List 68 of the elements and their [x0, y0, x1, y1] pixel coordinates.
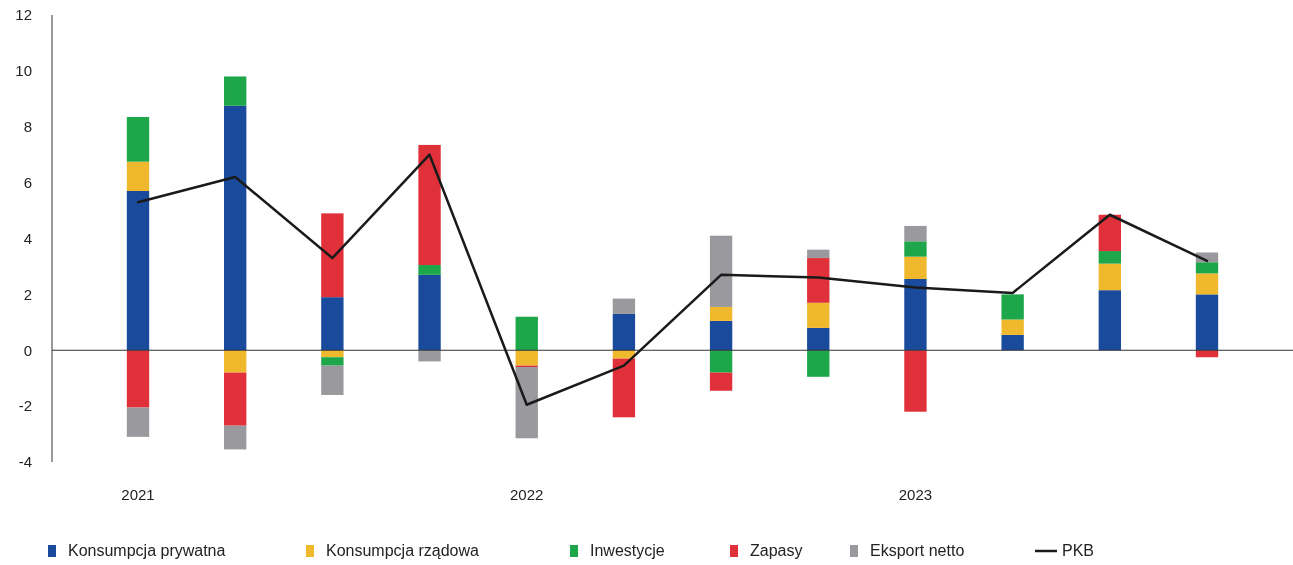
bar [224, 76, 247, 106]
bar [515, 350, 538, 366]
bar [1001, 319, 1024, 335]
legend-label: Inwestycje [590, 542, 665, 559]
y-tick-label: 6 [23, 173, 32, 191]
bar [1195, 294, 1219, 351]
bar [709, 372, 733, 391]
legend-label: Konsumpcja rządowa [326, 542, 480, 559]
bar [321, 213, 344, 298]
y-tick-label: -2 [18, 397, 32, 415]
bar [1001, 294, 1024, 320]
bar [709, 306, 733, 321]
y-tick-label: 4 [23, 229, 32, 247]
bar [1098, 263, 1121, 291]
bar [904, 225, 927, 242]
bar [1195, 262, 1219, 274]
y-tick-label: -4 [18, 453, 32, 471]
legend-label: PKB [1062, 542, 1095, 559]
bar [126, 191, 150, 351]
bar [1098, 251, 1121, 264]
y-tick-label: 8 [23, 118, 32, 135]
bar [807, 302, 830, 328]
bar [224, 105, 247, 351]
bar [126, 116, 150, 162]
bar [321, 297, 344, 351]
x-tick-label: 2021 [121, 486, 155, 503]
bar [515, 316, 538, 351]
bar [321, 357, 344, 366]
bar [709, 350, 733, 373]
legend-label: Konsumpcja prywatna [68, 542, 226, 559]
bar [418, 274, 441, 351]
y-tick-label: 0 [23, 341, 32, 359]
bar [904, 350, 927, 412]
x-tick-label: 2023 [898, 486, 933, 503]
bar [126, 161, 150, 192]
x-tick-label: 2022 [510, 486, 544, 503]
legend-label: Eksport netto [870, 542, 965, 559]
bar [612, 298, 636, 314]
bar [126, 407, 150, 437]
legend-label: Zapasy [750, 542, 803, 559]
bar [418, 265, 441, 275]
bar [904, 241, 927, 257]
bar [612, 358, 636, 418]
bar [1098, 214, 1121, 252]
bar [807, 350, 830, 377]
y-tick-label: 12 [15, 6, 32, 24]
bar [709, 320, 733, 351]
bar [321, 365, 344, 395]
bar [224, 372, 247, 426]
bar [418, 144, 441, 266]
y-tick-label: 2 [23, 285, 32, 303]
bar [224, 425, 247, 450]
bar [224, 350, 247, 373]
bar [807, 258, 830, 303]
bar [807, 327, 830, 351]
y-tick-label: 10 [15, 62, 32, 80]
bar [1098, 290, 1121, 351]
bar [612, 313, 636, 351]
bar [709, 235, 733, 307]
line-series [136, 153, 1209, 406]
bar [1001, 334, 1024, 351]
bar [904, 256, 927, 280]
bar [807, 249, 830, 259]
bar [515, 367, 538, 439]
bar [418, 350, 441, 362]
bar [904, 279, 927, 351]
bar [1195, 273, 1219, 295]
bar [126, 350, 150, 408]
